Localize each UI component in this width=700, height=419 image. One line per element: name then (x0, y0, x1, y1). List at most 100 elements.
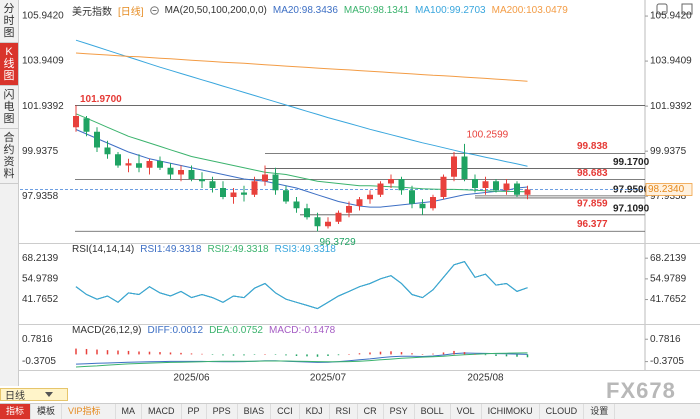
y-tick-label: 41.7652 (650, 294, 687, 305)
ma-line (75, 113, 528, 193)
ma-line (75, 129, 528, 208)
macd-bar (190, 353, 193, 355)
macd-bar (442, 352, 445, 355)
macd-legend: MACD(26,12,9) DIFF:0.0012 DEA:0.0752 MAC… (72, 325, 335, 336)
level-label: 96.377 (577, 219, 608, 230)
toolbar-tab[interactable]: PP (182, 404, 207, 419)
candle-body (440, 176, 447, 197)
y-tick-label: 97.9358 (22, 191, 59, 202)
x-tick-label: 2025/07 (310, 373, 347, 384)
toolbar-tab[interactable]: BIAS (238, 404, 272, 419)
toolbar-tab[interactable]: CCI (271, 404, 300, 419)
macd-bar (285, 354, 287, 356)
expand-icon[interactable] (681, 3, 693, 15)
macd-bar (411, 353, 413, 355)
candle-body (167, 167, 174, 175)
candle-body (493, 181, 499, 191)
toolbar-tab[interactable]: KDJ (300, 404, 330, 419)
top-icons (656, 3, 693, 15)
macd-bar (369, 352, 371, 355)
y-tick-label: -0.3705 (22, 356, 56, 367)
collapse-icon[interactable] (149, 6, 159, 15)
toolbar-tab[interactable]: MA (116, 404, 143, 419)
macd-bar (526, 354, 529, 358)
candle-body (304, 208, 310, 218)
macd-bar (295, 354, 298, 356)
chart: 105.9420 105.9420 103.9409 103.9409 101.9392… (19, 0, 700, 384)
y-tick-label: -0.3705 (650, 356, 684, 367)
rsi-legend: RSI(14,14,14) RSI1:49.3318 RSI2:49.3318 … (72, 244, 336, 255)
y-tick-label: 103.9409 (22, 56, 64, 67)
candle-body (503, 183, 510, 191)
candle-body (272, 174, 279, 191)
candle-body (199, 179, 205, 182)
candle-body (325, 221, 331, 227)
level-label: 97.859 (577, 199, 608, 210)
side-tab[interactable]: 合约资料 (0, 129, 18, 184)
macd-bar (274, 354, 277, 355)
toolbar-tab[interactable]: RSI (330, 404, 358, 419)
candle-body (115, 154, 121, 166)
y-tick-label: 103.9409 (650, 56, 692, 67)
macd-bar (495, 354, 497, 356)
macd-line (75, 352, 528, 368)
level-label: 97.1090 (613, 203, 650, 214)
candle-body (524, 189, 531, 195)
macd-bar (253, 354, 256, 355)
toolbar-tab[interactable]: 模板 (31, 404, 63, 419)
candle-body (356, 199, 363, 206)
x-tick-label: 2025/08 (467, 373, 504, 384)
toolbar-tab[interactable]: VIP指标 (62, 404, 116, 419)
extreme-label: 100.2599 (467, 130, 509, 141)
macd-bar (316, 354, 319, 357)
candle-body (451, 156, 457, 177)
candle-body (220, 188, 226, 197)
side-tab[interactable]: 分时图 (0, 0, 18, 43)
toolbar-tab[interactable]: BOLL (415, 404, 451, 419)
macd-bar (127, 350, 130, 355)
period: [日线] (118, 7, 144, 18)
side-tab[interactable]: 闪电图 (0, 86, 18, 129)
macd-bar (327, 354, 329, 356)
candle-body (146, 161, 153, 168)
price-legend: 美元指数 [日线] MA(20,50,100,200,0,0) MA20:98.… (72, 3, 568, 18)
last-price-label: 98.2340 (648, 184, 685, 195)
period-select[interactable]: 日线 (0, 388, 68, 402)
macd-bar (390, 351, 392, 355)
toolbar-tab[interactable]: VOL (451, 404, 482, 419)
candle-body (398, 179, 405, 191)
candle-body (472, 179, 478, 188)
legend-item: MA20:98.3436 (272, 5, 338, 16)
macd-bar (463, 352, 466, 355)
x-tick-label: 2025/06 (173, 373, 210, 384)
toolbar-tab[interactable]: CLOUD (540, 404, 585, 419)
level-label: 98.683 (577, 168, 608, 179)
candle-body (482, 181, 489, 188)
toolbar-tab[interactable]: CR (358, 404, 384, 419)
toolbar-tab[interactable]: 设置 (584, 404, 616, 419)
macd-bar (85, 348, 88, 355)
y-tick-label: 101.9392 (22, 101, 64, 112)
candle-body (409, 190, 415, 204)
side-tab[interactable]: K线图 (0, 43, 18, 86)
candle-body (314, 217, 321, 227)
macd-title: MACD(26,12,9) (72, 325, 142, 336)
macd-bar (180, 352, 182, 355)
candle-body (335, 212, 342, 222)
sidebar: 分时图 K线图 闪电图 合约资料 (0, 0, 19, 386)
macd-bar (222, 354, 224, 356)
settings-icon[interactable] (656, 3, 668, 15)
candle-body (136, 163, 142, 168)
toolbar-tab[interactable]: PSY (384, 404, 415, 419)
legend-item: MA200:103.0479 (491, 5, 568, 16)
toolbar-tab[interactable]: PPS (207, 404, 238, 419)
toolbar-tab[interactable]: MACD (142, 404, 182, 419)
y-tick-label: 105.9420 (22, 11, 64, 22)
macd-bar (348, 354, 350, 355)
candle-body (419, 203, 426, 209)
ma-line (75, 52, 528, 82)
macd-bar (379, 351, 382, 355)
toolbar-tab[interactable]: ICHIMOKU (482, 404, 540, 419)
toolbar-tab[interactable]: 指标 (0, 404, 32, 419)
candle-body (251, 181, 258, 195)
